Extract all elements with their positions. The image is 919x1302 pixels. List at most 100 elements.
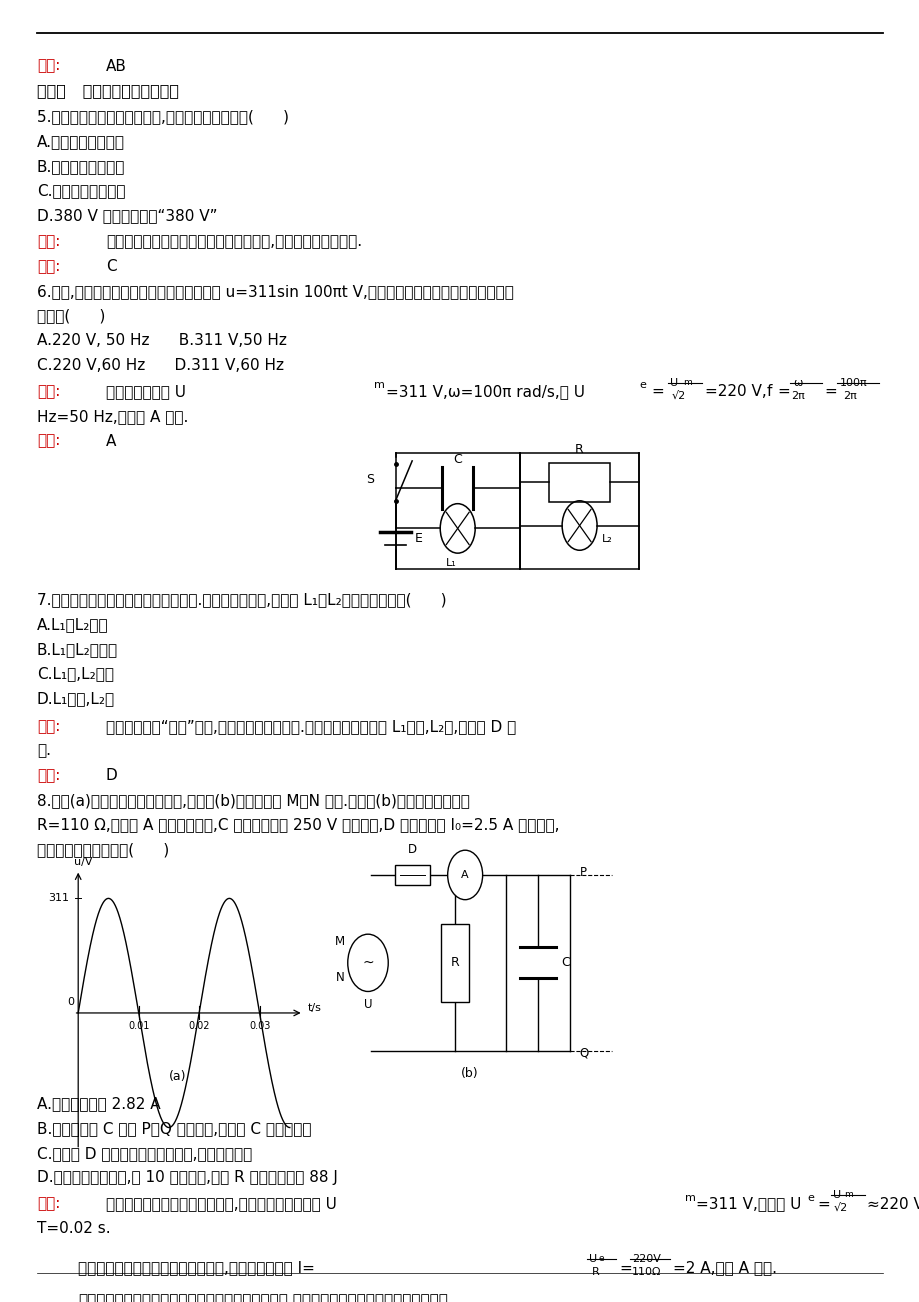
Text: 确.: 确. <box>37 743 51 759</box>
Bar <box>549 462 609 501</box>
Text: U: U <box>832 1190 840 1200</box>
Text: 2π: 2π <box>790 391 804 401</box>
Text: 分别为(      ): 分别为( ) <box>37 309 105 324</box>
Text: 答案:: 答案: <box>37 434 60 449</box>
Text: 电容器的击穿电压是指电容器被击穿时电压值的下限,因而与之相对应的应该是交流电压的最: 电容器的击穿电压是指电容器被击穿时电压值的下限,因而与之相对应的应该是交流电压的… <box>78 1293 448 1302</box>
Text: u/V: u/V <box>74 857 92 867</box>
Text: A.电流表读数为 2.82 A: A.电流表读数为 2.82 A <box>37 1096 160 1112</box>
Text: 由于电容器有“隔直”作用,电流不能通过电容器.因此电路正常工作时 L₁不亮,L₂亮,故选项 D 正: 由于电容器有“隔直”作用,电流不能通过电容器.因此电路正常工作时 L₁不亮,L₂… <box>106 719 516 734</box>
Text: Q: Q <box>579 1047 588 1060</box>
Text: B.若将电容器 C 接到 P、Q 两点之间,电容器 C 不会被击穿: B.若将电容器 C 接到 P、Q 两点之间,电容器 C 不会被击穿 <box>37 1121 311 1137</box>
Text: P: P <box>579 866 586 879</box>
Text: =: = <box>823 384 836 400</box>
Text: 题组二   交变电流有效值与峰值: 题组二 交变电流有效值与峰值 <box>37 83 178 99</box>
Text: A: A <box>460 870 469 880</box>
Text: D: D <box>407 844 416 857</box>
Text: Hz=50 Hz,故选项 A 正确.: Hz=50 Hz,故选项 A 正确. <box>37 409 188 424</box>
Text: C: C <box>106 259 117 275</box>
Text: 0: 0 <box>67 997 74 1008</box>
Text: 解析:: 解析: <box>37 719 60 734</box>
Text: 5.下面提到的交变电流的数字,哪些不是指的有效值(      ): 5.下面提到的交变电流的数字,哪些不是指的有效值( ) <box>37 109 289 125</box>
Text: M: M <box>335 935 346 948</box>
Text: 6.目前,我国照明电路的电压瞬时值表达式为 u=311sin 100πt V,则我国照明电路的电压有效值与频率: 6.目前,我国照明电路的电压瞬时值表达式为 u=311sin 100πt V,则… <box>37 284 513 299</box>
Text: 7.如图是验证电容器特性的实验电路图.电路正常工作时,对于灯 L₁、L₂的分析正确的是(      ): 7.如图是验证电容器特性的实验电路图.电路正常工作时,对于灯 L₁、L₂的分析正… <box>37 592 446 608</box>
Bar <box>441 924 469 1003</box>
Text: C.保险丝 D 接入电路中的图示位置,肯定会被熔断: C.保险丝 D 接入电路中的图示位置,肯定会被熔断 <box>37 1146 252 1161</box>
Text: C: C <box>561 957 569 969</box>
Text: AB: AB <box>106 59 127 74</box>
Text: L₁: L₁ <box>446 559 456 568</box>
Text: t/s: t/s <box>308 1003 322 1013</box>
Text: 交流电流表所测得的电流值为有效值,因而电流表读数 I=: 交流电流表所测得的电流值为有效值,因而电流表读数 I= <box>78 1260 314 1276</box>
Text: L₂: L₂ <box>601 534 612 543</box>
Circle shape <box>347 935 388 992</box>
Text: (b): (b) <box>460 1066 478 1079</box>
Text: 电容器的击穿电压应指交流电压的最大值,其余三项均指有效值.: 电容器的击穿电压应指交流电压的最大值,其余三项均指有效值. <box>106 234 361 250</box>
Text: A: A <box>106 434 116 449</box>
Circle shape <box>448 850 482 900</box>
Text: 100π: 100π <box>839 378 867 388</box>
Text: =2 A,选项 A 错误.: =2 A,选项 A 错误. <box>672 1260 776 1276</box>
Text: ≈220 V,周期: ≈220 V,周期 <box>866 1197 919 1212</box>
Text: (a): (a) <box>168 1070 187 1083</box>
Text: √2: √2 <box>833 1203 846 1213</box>
Text: R: R <box>574 444 584 457</box>
Text: √2: √2 <box>671 391 685 401</box>
Text: =: = <box>618 1260 631 1276</box>
Text: ω: ω <box>792 378 801 388</box>
Text: 解析:: 解析: <box>37 1197 60 1212</box>
Text: C.220 V,60 Hz      D.311 V,60 Hz: C.220 V,60 Hz D.311 V,60 Hz <box>37 358 283 374</box>
Text: m: m <box>682 378 691 387</box>
Text: 0.03: 0.03 <box>249 1021 270 1031</box>
Text: 由题给出的交变电压的图象可知,该交变电压的最大值 U: 由题给出的交变电压的图象可知,该交变电压的最大值 U <box>106 1197 336 1212</box>
Text: =311 V,有效值 U: =311 V,有效值 U <box>696 1197 801 1212</box>
Text: e: e <box>598 1254 604 1263</box>
Text: 0.01: 0.01 <box>128 1021 149 1031</box>
Text: 220V: 220V <box>631 1254 660 1264</box>
Text: m: m <box>374 380 385 391</box>
Text: 8.如图(a)所示的正弦式交变电流,接入图(b)所示电路的 M、N 两端.已知图(b)电路中的定值电阵: 8.如图(a)所示的正弦式交变电流,接入图(b)所示电路的 M、N 两端.已知图… <box>37 793 470 809</box>
Text: A.交流电压表的读数: A.交流电压表的读数 <box>37 134 125 150</box>
Text: 311: 311 <box>48 893 69 904</box>
Text: U: U <box>588 1254 596 1264</box>
Text: A.L₁、L₂都亮: A.L₁、L₂都亮 <box>37 617 108 633</box>
Text: U: U <box>363 999 372 1012</box>
Text: S: S <box>366 473 373 486</box>
Text: 则下列说法中正确的有(      ): 则下列说法中正确的有( ) <box>37 842 169 858</box>
Text: 解析:: 解析: <box>37 234 60 250</box>
Text: =: = <box>777 384 789 400</box>
Text: R=110 Ω,电流表 A 为理想电流表,C 为击穿电压为 250 V 的电容器,D 为熔断电流 I₀=2.5 A 的保险丝,: R=110 Ω,电流表 A 为理想电流表,C 为击穿电压为 250 V 的电容器… <box>37 818 559 833</box>
Text: 110Ω: 110Ω <box>631 1267 661 1277</box>
Text: D.380 V 动力电压中的“380 V”: D.380 V 动力电压中的“380 V” <box>37 208 217 224</box>
Text: m: m <box>844 1190 853 1199</box>
Text: 2π: 2π <box>842 391 856 401</box>
Text: T=0.02 s.: T=0.02 s. <box>37 1221 110 1237</box>
Text: f: f <box>766 384 771 400</box>
Text: D.若保险丝不被熔断,在 10 个周期内,电阵 R 放出的热量为 88 J: D.若保险丝不被熔断,在 10 个周期内,电阵 R 放出的热量为 88 J <box>37 1170 337 1186</box>
Text: e: e <box>807 1193 813 1203</box>
Text: C: C <box>453 453 461 466</box>
Text: U: U <box>669 378 677 388</box>
Text: =: = <box>651 384 664 400</box>
Text: B.保险丝的熔断电流: B.保险丝的熔断电流 <box>37 159 125 174</box>
Text: ~: ~ <box>362 956 373 970</box>
Text: D.L₁不亮,L₂亮: D.L₁不亮,L₂亮 <box>37 691 115 707</box>
Text: C.电容器的击穿电压: C.电容器的击穿电压 <box>37 184 125 199</box>
Text: 答案:: 答案: <box>37 768 60 784</box>
Text: e: e <box>639 380 645 391</box>
Text: N: N <box>335 971 345 984</box>
Text: =311 V,ω=100π rad/s,则 U: =311 V,ω=100π rad/s,则 U <box>386 384 584 400</box>
Text: R: R <box>591 1267 598 1277</box>
Text: 答案:: 答案: <box>37 259 60 275</box>
Text: =220 V,: =220 V, <box>704 384 766 400</box>
Text: 答案:: 答案: <box>37 59 60 74</box>
Text: B.L₁、L₂都不亮: B.L₁、L₂都不亮 <box>37 642 118 658</box>
Text: C.L₁亮,L₂不亮: C.L₁亮,L₂不亮 <box>37 667 114 682</box>
Text: 解析:: 解析: <box>37 384 60 400</box>
Text: E: E <box>414 533 423 546</box>
Text: D: D <box>106 768 118 784</box>
Text: 0.02: 0.02 <box>188 1021 210 1031</box>
Text: A.220 V, 50 Hz      B.311 V,50 Hz: A.220 V, 50 Hz B.311 V,50 Hz <box>37 333 287 349</box>
Text: 由电压表达式知 U: 由电压表达式知 U <box>106 384 186 400</box>
Text: R: R <box>450 957 460 969</box>
